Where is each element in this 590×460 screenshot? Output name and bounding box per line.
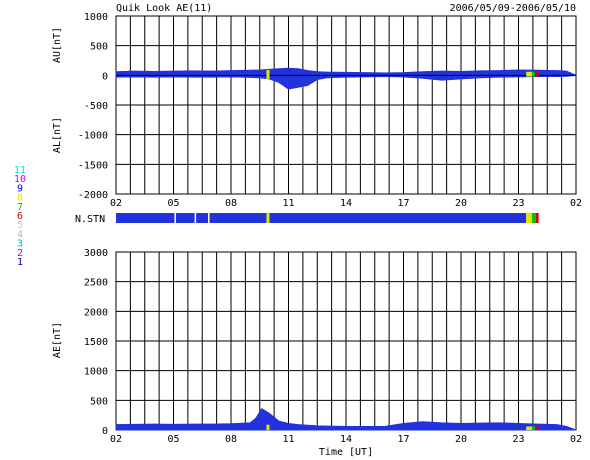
x-tick-label: 02: [570, 198, 582, 209]
au-al-tail-red: [535, 71, 539, 77]
y-tick-label: 1000: [84, 367, 108, 378]
y-tick-label: 1500: [84, 337, 108, 348]
x-tick-label: 11: [282, 434, 294, 445]
y-tick-label: 500: [90, 396, 108, 407]
x-tick-label: 20: [455, 434, 467, 445]
x-tick-label: 02: [110, 434, 122, 445]
ae-tail-yellow: [526, 426, 534, 430]
y-tick-label: -500: [84, 101, 108, 112]
ae-tail-red: [535, 426, 539, 430]
ae-marker-yellow: [266, 424, 270, 430]
legend-entry-8: 8: [17, 193, 23, 204]
x-tick-label: 08: [225, 434, 237, 445]
y-tick-label: 0: [102, 71, 108, 82]
legend-entry-10: 10: [14, 174, 26, 185]
x-tick-label: 08: [225, 198, 237, 209]
legend-entry-5: 5: [17, 220, 23, 231]
station-segment-1: [526, 213, 532, 223]
x-tick-label: 14: [340, 198, 352, 209]
ae-series: [115, 407, 577, 431]
x-tick-label: 20: [455, 198, 467, 209]
station-segment-2: [531, 213, 536, 223]
x-tick-label: 11: [282, 198, 294, 209]
x-tick-label: 05: [167, 198, 179, 209]
x-tick-label: 02: [110, 198, 122, 209]
y-tick-label: 2500: [84, 278, 108, 289]
station-gap: [174, 213, 176, 223]
legend-entry-11: 11: [14, 165, 26, 176]
y-tick-label: 3000: [84, 248, 108, 259]
y-tick-label: 1000: [84, 12, 108, 23]
station-gap: [208, 213, 210, 223]
y-tick-label: -2000: [78, 190, 108, 201]
station-bar-label: N.STN: [75, 214, 105, 225]
al-series: [115, 74, 577, 90]
x-tick-label: 23: [512, 434, 524, 445]
x-tick-label: 17: [397, 198, 409, 209]
ae-tail-green: [531, 426, 535, 430]
station-segment-0: [116, 213, 527, 223]
ae-axis-label: AE[nT]: [52, 322, 63, 358]
y-tick-label: 500: [90, 42, 108, 53]
x-tick-label: 14: [340, 434, 352, 445]
au-series: [115, 67, 577, 76]
au-al-tail-green: [531, 71, 535, 77]
al-axis-label: AL[nT]: [52, 117, 63, 153]
date-range: 2006/05/09-2006/05/10: [450, 3, 576, 14]
x-axis-label: Time [UT]: [319, 447, 373, 458]
x-tick-label: 05: [167, 434, 179, 445]
au-axis-label: AU[nT]: [52, 27, 63, 63]
legend-entry-7: 7: [17, 202, 23, 213]
legend-entry-9: 9: [17, 183, 23, 194]
station-count-bar: N.STN: [75, 213, 539, 225]
legend-entry-2: 2: [17, 248, 23, 259]
x-tick-label: 17: [397, 434, 409, 445]
au-al-tail-yellow: [526, 71, 534, 77]
station-segment-3: [535, 213, 539, 223]
au-al-marker-yellow: [266, 69, 270, 79]
station-gap: [194, 213, 197, 223]
y-tick-label: -1500: [78, 160, 108, 171]
station-mark-yellow: [266, 213, 270, 223]
legend-entry-3: 3: [17, 239, 23, 250]
legend-entry-6: 6: [17, 211, 23, 222]
legend-entry-4: 4: [17, 229, 23, 240]
y-tick-label: 0: [102, 426, 108, 437]
legend-entry-1: 1: [17, 257, 23, 268]
y-tick-label: 2000: [84, 307, 108, 318]
y-tick-label: -1000: [78, 131, 108, 142]
chart-title: Quik Look AE(11): [116, 3, 212, 14]
x-tick-label: 23: [512, 198, 524, 209]
x-tick-label: 02: [570, 434, 582, 445]
